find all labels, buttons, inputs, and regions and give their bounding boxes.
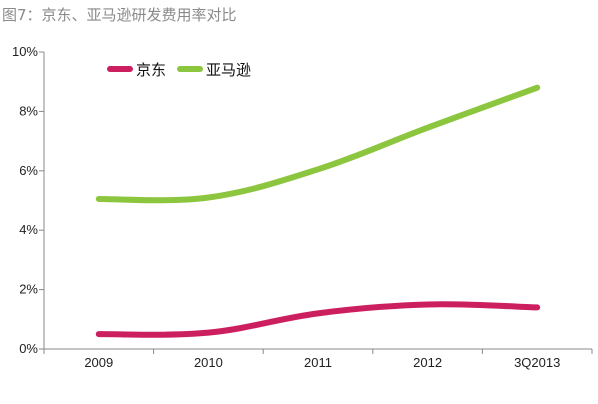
series-line-1 <box>95 84 541 204</box>
y-tick-label: 8% <box>19 103 38 118</box>
x-tick-label: 2011 <box>304 355 332 370</box>
y-tick-label: 4% <box>19 222 38 237</box>
chart-title: 图7：京东、亚马逊研发费用率对比 <box>2 6 237 24</box>
x-tick-label: 2010 <box>194 355 223 370</box>
legend-label: 亚马逊 <box>206 61 251 79</box>
x-tick-label: 3Q2013 <box>514 355 560 370</box>
y-tick-label: 6% <box>19 163 38 178</box>
x-tick-label: 2012 <box>413 355 442 370</box>
series-line-0 <box>95 301 541 338</box>
legend: 京东 亚马逊 <box>107 61 251 79</box>
series-lines <box>95 84 541 338</box>
x-tick-label: 2009 <box>84 355 113 370</box>
y-tick-label: 0% <box>19 341 38 356</box>
legend-label: 京东 <box>136 61 166 79</box>
y-tick-label: 10% <box>12 44 38 59</box>
y-tick-label: 2% <box>19 282 38 297</box>
y-ticks: 0% 2% 4% 6% 8% 10% <box>12 44 44 356</box>
x-ticks: 2009 2010 2011 2012 3Q2013 <box>43 349 593 370</box>
